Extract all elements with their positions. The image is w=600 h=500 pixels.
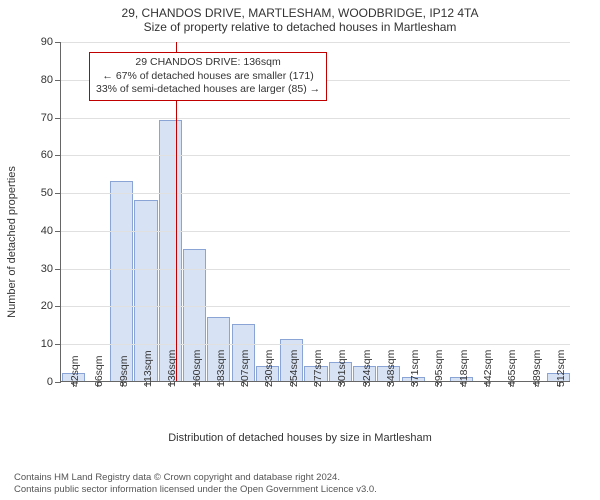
chart-title-block: 29, CHANDOS DRIVE, MARTLESHAM, WOODBRIDG… bbox=[0, 0, 600, 36]
x-tick-label: 42sqm bbox=[69, 355, 81, 387]
gridline bbox=[61, 269, 570, 270]
title-line-2: Size of property relative to detached ho… bbox=[0, 20, 600, 34]
callout-line: 29 CHANDOS DRIVE: 136sqm bbox=[96, 56, 320, 70]
x-tick-label: 489sqm bbox=[531, 350, 543, 387]
y-tick-label: 50 bbox=[41, 187, 53, 199]
y-tick-label: 80 bbox=[41, 74, 53, 86]
x-tick-label: 254sqm bbox=[288, 350, 300, 387]
gridline bbox=[61, 42, 570, 43]
x-tick-label: 66sqm bbox=[93, 355, 105, 387]
y-tick-label: 40 bbox=[41, 225, 53, 237]
y-tick bbox=[55, 42, 61, 43]
title-line-1: 29, CHANDOS DRIVE, MARTLESHAM, WOODBRIDG… bbox=[0, 6, 600, 20]
y-tick bbox=[55, 193, 61, 194]
histogram-bar bbox=[159, 120, 182, 381]
y-tick-label: 20 bbox=[41, 300, 53, 312]
chart-area: Number of detached properties 0102030405… bbox=[20, 42, 580, 442]
footer-line-2: Contains public sector information licen… bbox=[14, 484, 377, 496]
y-tick-label: 30 bbox=[41, 263, 53, 275]
gridline bbox=[61, 231, 570, 232]
x-tick-label: 324sqm bbox=[361, 350, 373, 387]
y-tick-label: 60 bbox=[41, 149, 53, 161]
gridline bbox=[61, 118, 570, 119]
x-tick-label: 395sqm bbox=[433, 350, 445, 387]
x-axis-label: Distribution of detached houses by size … bbox=[168, 432, 432, 444]
y-tick bbox=[55, 306, 61, 307]
x-tick-label: 465sqm bbox=[506, 350, 518, 387]
x-tick-label: 230sqm bbox=[263, 350, 275, 387]
y-tick-label: 10 bbox=[41, 338, 53, 350]
x-tick-label: 348sqm bbox=[385, 350, 397, 387]
y-tick bbox=[55, 382, 61, 383]
y-tick bbox=[55, 231, 61, 232]
x-tick-label: 207sqm bbox=[239, 350, 251, 387]
y-tick bbox=[55, 344, 61, 345]
y-tick bbox=[55, 80, 61, 81]
x-tick-label: 442sqm bbox=[482, 350, 494, 387]
footer-line-1: Contains HM Land Registry data © Crown c… bbox=[14, 472, 377, 484]
x-tick-label: 418sqm bbox=[458, 350, 470, 387]
x-tick-label: 113sqm bbox=[142, 350, 154, 387]
x-tick-label: 277sqm bbox=[312, 350, 324, 387]
x-tick-label: 183sqm bbox=[215, 350, 227, 387]
x-tick-label: 89sqm bbox=[118, 355, 130, 387]
gridline bbox=[61, 344, 570, 345]
y-tick bbox=[55, 118, 61, 119]
gridline bbox=[61, 155, 570, 156]
x-tick-label: 371sqm bbox=[409, 350, 421, 387]
gridline bbox=[61, 306, 570, 307]
y-tick-label: 0 bbox=[47, 376, 53, 388]
callout-line: 33% of semi-detached houses are larger (… bbox=[96, 83, 320, 97]
x-tick-label: 160sqm bbox=[191, 350, 203, 387]
x-tick-label: 301sqm bbox=[336, 350, 348, 387]
y-tick-label: 90 bbox=[41, 36, 53, 48]
x-tick-label: 512sqm bbox=[555, 350, 567, 387]
y-axis-label: Number of detached properties bbox=[6, 166, 18, 318]
callout-line: ← 67% of detached houses are smaller (17… bbox=[96, 70, 320, 84]
plot-region: 010203040506070809042sqm66sqm89sqm113sqm… bbox=[60, 42, 570, 382]
y-tick bbox=[55, 155, 61, 156]
footer-attribution: Contains HM Land Registry data © Crown c… bbox=[14, 472, 377, 496]
y-tick bbox=[55, 269, 61, 270]
y-tick-label: 70 bbox=[41, 112, 53, 124]
property-callout: 29 CHANDOS DRIVE: 136sqm← 67% of detache… bbox=[89, 52, 327, 101]
histogram-bar bbox=[110, 181, 133, 381]
gridline bbox=[61, 193, 570, 194]
